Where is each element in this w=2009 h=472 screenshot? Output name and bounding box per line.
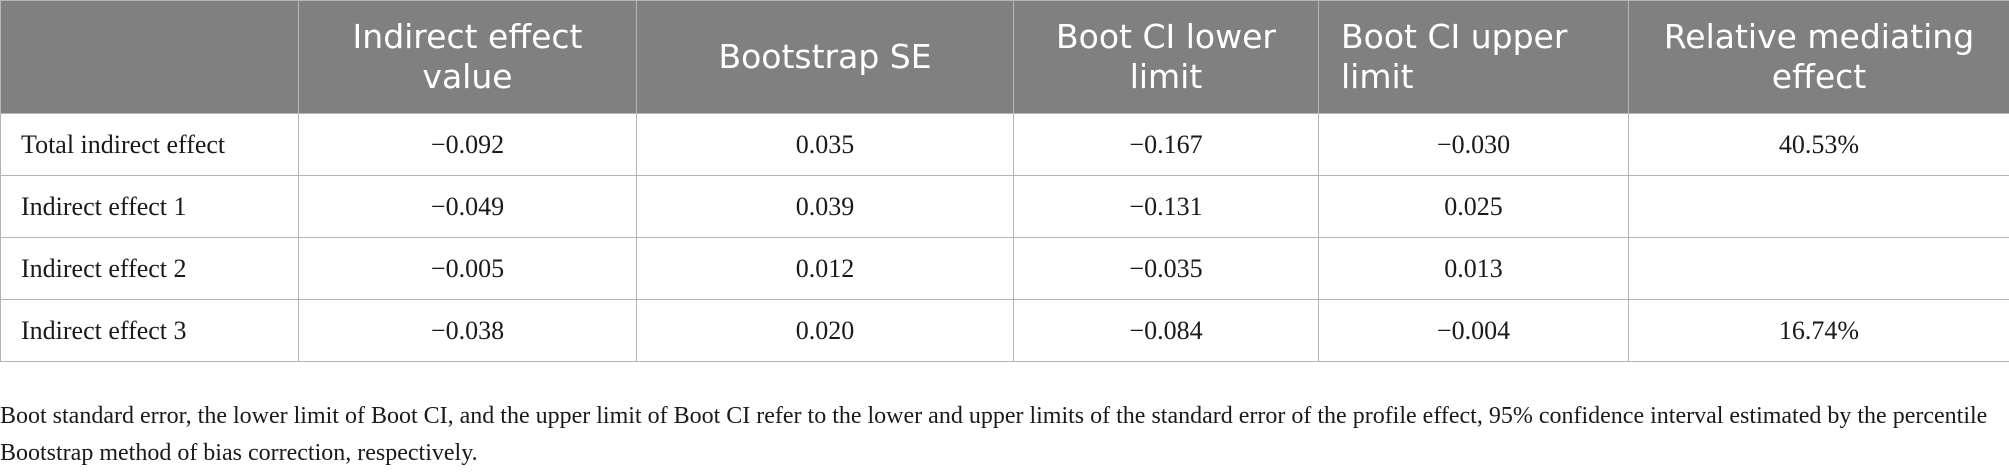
cell-relative-mediating-effect: 16.74% [1629,300,2009,362]
table-footnote: Boot standard error, the lower limit of … [0,398,1990,472]
table-container: Indirect effect value Bootstrap SE Boot … [0,0,2009,362]
header-cell-boot-ci-upper: Boot CI upper limit [1319,1,1629,114]
mediation-effect-table: Indirect effect value Bootstrap SE Boot … [0,0,2009,362]
table-row: Indirect effect 2 −0.005 0.012 −0.035 0.… [1,238,2009,300]
cell-indirect-effect-value: −0.092 [299,114,637,176]
header-cell-indirect-effect-value: Indirect effect value [299,1,637,114]
header-cell-bootstrap-se: Bootstrap SE [637,1,1014,114]
cell-bootstrap-se: 0.035 [637,114,1014,176]
header-cell-row-label [1,1,299,114]
header-cell-relative-mediating-effect: Relative mediating effect [1629,1,2009,114]
table-body: Total indirect effect −0.092 0.035 −0.16… [1,114,2009,362]
header-cell-boot-ci-lower: Boot CI lower limit [1014,1,1319,114]
table-row: Total indirect effect −0.092 0.035 −0.16… [1,114,2009,176]
cell-relative-mediating-effect: 40.53% [1629,114,2009,176]
cell-bootstrap-se: 0.039 [637,176,1014,238]
cell-boot-ci-lower: −0.084 [1014,300,1319,362]
cell-boot-ci-lower: −0.035 [1014,238,1319,300]
row-label: Indirect effect 2 [1,238,299,300]
table-row: Indirect effect 3 −0.038 0.020 −0.084 −0… [1,300,2009,362]
cell-indirect-effect-value: −0.038 [299,300,637,362]
cell-boot-ci-upper: 0.025 [1319,176,1629,238]
cell-bootstrap-se: 0.012 [637,238,1014,300]
cell-boot-ci-lower: −0.131 [1014,176,1319,238]
cell-boot-ci-lower: −0.167 [1014,114,1319,176]
cell-bootstrap-se: 0.020 [637,300,1014,362]
cell-boot-ci-upper: −0.004 [1319,300,1629,362]
table-row: Indirect effect 1 −0.049 0.039 −0.131 0.… [1,176,2009,238]
header-row: Indirect effect value Bootstrap SE Boot … [1,1,2009,114]
cell-boot-ci-upper: 0.013 [1319,238,1629,300]
cell-indirect-effect-value: −0.005 [299,238,637,300]
cell-relative-mediating-effect [1629,238,2009,300]
cell-boot-ci-upper: −0.030 [1319,114,1629,176]
row-label: Indirect effect 1 [1,176,299,238]
row-label: Total indirect effect [1,114,299,176]
row-label: Indirect effect 3 [1,300,299,362]
table-header: Indirect effect value Bootstrap SE Boot … [1,1,2009,114]
cell-relative-mediating-effect [1629,176,2009,238]
cell-indirect-effect-value: −0.049 [299,176,637,238]
